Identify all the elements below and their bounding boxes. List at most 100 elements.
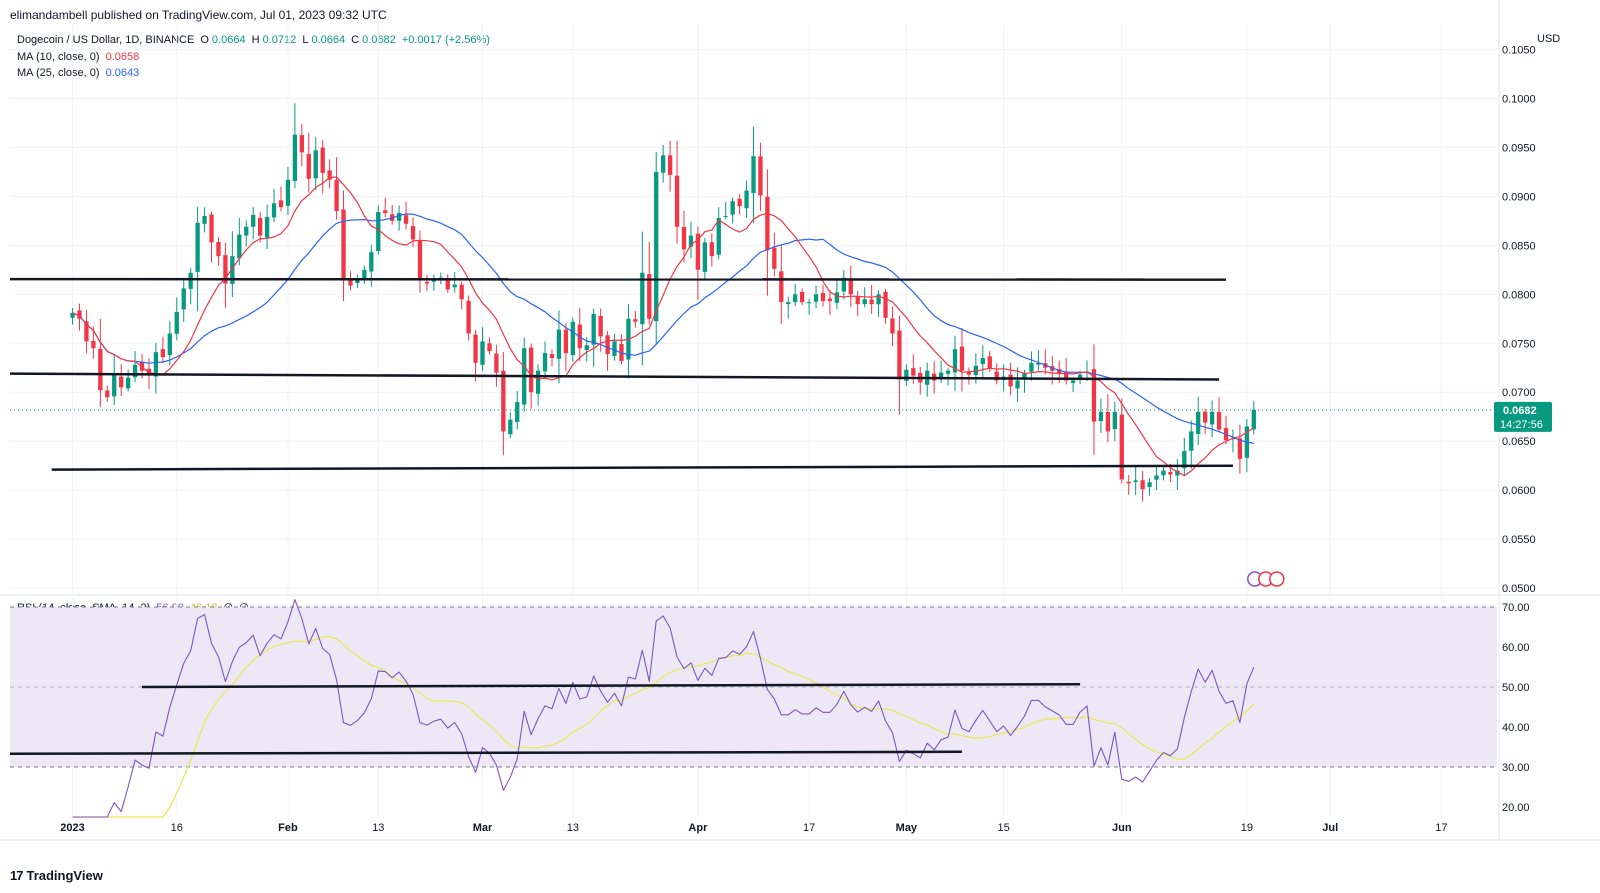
candle — [313, 137, 318, 191]
candle-body — [105, 390, 110, 398]
candle-body — [70, 312, 75, 318]
change-value: +0.0017 (+2.56%) — [401, 34, 490, 46]
candle — [285, 166, 291, 216]
candle-body — [772, 247, 777, 269]
candle — [626, 304, 631, 379]
candle-body — [1133, 480, 1138, 483]
candle-body — [396, 213, 402, 221]
candle-body — [264, 216, 270, 238]
candle — [1126, 475, 1131, 495]
candle — [77, 303, 82, 331]
candle-body — [292, 134, 298, 181]
candle — [799, 288, 805, 306]
candle-body — [820, 293, 826, 302]
candle — [1119, 398, 1124, 484]
candle — [633, 311, 638, 328]
candle — [640, 231, 645, 366]
candle-body — [716, 217, 721, 255]
time-tick-label: 2023 — [60, 822, 84, 834]
candle — [535, 364, 541, 406]
candle-body — [1196, 411, 1201, 434]
candle-body — [890, 318, 895, 334]
candle-body — [410, 226, 416, 240]
candle — [612, 333, 617, 361]
close-label: C — [351, 34, 360, 46]
candle-body — [549, 354, 555, 358]
candle — [522, 337, 527, 412]
candle — [327, 159, 332, 189]
candle-body — [473, 334, 478, 363]
candle — [1223, 415, 1229, 445]
candle-body — [598, 315, 603, 337]
ma25-legend[interactable]: MA (25, close, 0) 0.0643 — [17, 67, 142, 79]
last-price-text: 0.0682 — [1503, 405, 1537, 417]
candle — [716, 207, 721, 260]
candle — [647, 241, 652, 325]
candle — [1043, 349, 1048, 375]
candle — [223, 242, 228, 308]
candle — [758, 142, 763, 211]
candle — [994, 363, 999, 385]
support-resistance-line — [51, 464, 1233, 471]
candle — [153, 342, 159, 394]
candle — [1244, 419, 1250, 473]
candle — [709, 233, 714, 267]
candle — [570, 317, 575, 362]
candle — [383, 197, 388, 218]
candle-body — [897, 330, 902, 380]
candle — [160, 337, 166, 364]
candle-body — [1189, 431, 1194, 451]
candle — [1182, 437, 1187, 476]
candle-body — [508, 419, 513, 435]
candle-body — [793, 294, 798, 303]
candle-body — [1140, 480, 1145, 490]
candle-body — [98, 348, 103, 391]
candle-body — [855, 297, 860, 305]
candle — [1140, 470, 1145, 502]
candle — [459, 281, 464, 310]
time-tick-label: 16 — [171, 822, 183, 834]
price-tick-label: 0.1050 — [1502, 44, 1536, 56]
candle — [591, 308, 596, 367]
candle — [1050, 356, 1055, 385]
candle-body — [584, 345, 589, 350]
candle — [876, 290, 881, 317]
candle-body — [966, 372, 972, 375]
candle-body — [723, 215, 728, 217]
candle-body — [799, 291, 805, 303]
candle — [452, 272, 457, 293]
candle — [549, 349, 555, 367]
candle — [244, 220, 249, 247]
time-tick-label: 17 — [1435, 822, 1447, 834]
candle — [765, 169, 770, 296]
candle — [230, 231, 235, 298]
candle — [257, 212, 263, 243]
support-resistance-line — [9, 372, 1220, 381]
candle — [1251, 400, 1256, 435]
price-tick-label: 0.0800 — [1502, 289, 1536, 301]
candle — [667, 140, 673, 192]
candle-body — [535, 370, 541, 394]
candle — [70, 308, 75, 325]
candle — [945, 367, 951, 386]
candle-body — [1203, 411, 1208, 423]
low-value: 0.0664 — [311, 34, 346, 46]
candle — [1161, 465, 1166, 481]
candle-body — [251, 214, 256, 227]
rsi-trend-line — [142, 682, 1081, 689]
time-tick-label: Apr — [688, 822, 708, 834]
candle-body — [813, 294, 819, 302]
candle-body — [834, 292, 840, 303]
candle-body — [869, 299, 874, 305]
candle-body — [1070, 380, 1076, 383]
brand-footer[interactable]: 17 TradingView — [10, 868, 103, 883]
candle-body — [654, 171, 659, 322]
ma10-legend[interactable]: MA (10, close, 0) 0.0658 — [17, 51, 142, 63]
candle-body — [786, 302, 791, 305]
candle-body — [237, 234, 242, 259]
candle — [1029, 351, 1034, 381]
time-tick-label: Mar — [473, 822, 493, 834]
symbol-name[interactable]: Dogecoin / US Dollar, 1D, BINANCE — [17, 34, 195, 46]
candle — [369, 244, 374, 287]
